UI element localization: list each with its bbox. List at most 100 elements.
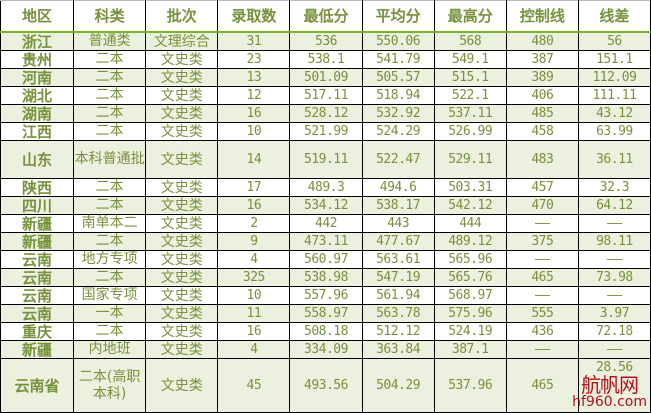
cell-avg: 561.94 [361, 286, 435, 305]
cell-batch: 文史类 [145, 322, 219, 341]
cell-region: 陕西 [0, 178, 75, 197]
cell-category: 地方专项 [73, 250, 147, 269]
table-row: 云南 一本 文史类 11 558.97 563.78 575.96 555 3.97 [0, 304, 651, 323]
table-row: 四川 二本 文史类 16 534.12 538.17 542.12 470 64.12 [0, 196, 651, 215]
cell-category: 二本 [73, 86, 147, 105]
header-avg: 平均分 [361, 0, 435, 33]
cell-category: 二本 [73, 322, 147, 341]
cell-avg: 550.06 [361, 31, 435, 51]
cell-max: 537.11 [433, 104, 507, 123]
cell-min: 558.97 [289, 304, 363, 323]
cell-min: 519.11 [289, 140, 363, 179]
cell-batch: 文史类 [145, 358, 219, 413]
cell-max: 565.76 [433, 268, 507, 287]
cell-category: 二本 [73, 68, 147, 87]
cell-batch: 文史类 [145, 196, 219, 215]
cell-avg: 477.67 [361, 232, 435, 251]
cell-count: 17 [217, 178, 291, 197]
cell-category: 内地班 [73, 340, 147, 359]
cell-max: 526.99 [433, 122, 507, 141]
cell-min: 538.98 [289, 268, 363, 287]
cell-diff: 112.09 [577, 68, 651, 87]
cell-batch: 文史类 [145, 286, 219, 305]
cell-max: 444 [433, 214, 507, 233]
cell-avg: 505.57 [361, 68, 435, 87]
cell-min: 560.97 [289, 250, 363, 269]
cell-category: 二本 [73, 178, 147, 197]
cell-region: 新疆 [0, 232, 75, 251]
cell-max: 549.1 [433, 50, 507, 69]
cell-count: 325 [217, 268, 291, 287]
cell-control: —— [505, 340, 579, 359]
cell-avg: 532.92 [361, 104, 435, 123]
cell-min: 508.18 [289, 322, 363, 341]
cell-max: 387.1 [433, 340, 507, 359]
cell-max: 568.97 [433, 286, 507, 305]
cell-batch: 文理综合 [145, 31, 219, 51]
cell-diff: 111.11 [577, 86, 651, 105]
cell-region: 云南 [0, 268, 75, 287]
cell-control: 485 [505, 104, 579, 123]
cell-avg: 522.47 [361, 140, 435, 179]
cell-count: 14 [217, 140, 291, 179]
header-region: 地区 [0, 0, 75, 33]
cell-diff: 63.99 [577, 122, 651, 141]
cell-batch: 文史类 [145, 50, 219, 69]
cell-avg: 563.78 [361, 304, 435, 323]
cell-region: 河南 [0, 68, 75, 87]
cell-avg: 563.61 [361, 250, 435, 269]
cell-control: 465 [505, 268, 579, 287]
table-row: 新疆 南单本二 文史类 2 442 443 444 —— —— [0, 214, 651, 233]
cell-control: 406 [505, 86, 579, 105]
cell-min: 528.12 [289, 104, 363, 123]
cell-max: 565.96 [433, 250, 507, 269]
table-row: 云南 国家专项 文史类 10 557.96 561.94 568.97 —— —— [0, 286, 651, 305]
cell-count: 12 [217, 86, 291, 105]
header-control: 控制线 [505, 0, 579, 33]
cell-min: 534.12 [289, 196, 363, 215]
cell-min: 536 [289, 31, 363, 51]
cell-category: 普通类 [73, 31, 147, 51]
cell-category: 国家专项 [73, 286, 147, 305]
cell-avg: 518.94 [361, 86, 435, 105]
cell-diff: —— [577, 214, 651, 233]
cell-min: 538.1 [289, 50, 363, 69]
cell-min: 493.56 [289, 358, 363, 413]
table-row: 山东 本科普通批 文史类 14 519.11 522.47 529.11 483 36.11 [0, 140, 651, 179]
cell-max: 542.12 [433, 196, 507, 215]
cell-control: 375 [505, 232, 579, 251]
cell-max: 568 [433, 31, 507, 51]
cell-region: 湖南 [0, 104, 75, 123]
cell-avg: 443 [361, 214, 435, 233]
cell-max: 575.96 [433, 304, 507, 323]
cell-min: 501.09 [289, 68, 363, 87]
table-row: 湖南 二本 文史类 16 528.12 532.92 537.11 485 43.12 [0, 104, 651, 123]
cell-count: 4 [217, 250, 291, 269]
cell-diff: 151.1 [577, 50, 651, 69]
cell-control: —— [505, 250, 579, 269]
cell-diff: 32.3 [577, 178, 651, 197]
cell-avg: 524.29 [361, 122, 435, 141]
cell-batch: 文史类 [145, 268, 219, 287]
cell-control: 389 [505, 68, 579, 87]
cell-region: 云南 [0, 304, 75, 323]
cell-max: 537.96 [433, 358, 507, 413]
cell-diff: 56 [577, 31, 651, 51]
table-row: 云南省 二本(高职本科) 文史类 45 493.56 504.29 537.96 465 28.… [0, 358, 651, 413]
header-diff: 线差 [577, 0, 651, 33]
table-row: 湖北 二本 文史类 12 517.11 518.94 522.1 406 111.11 [0, 86, 651, 105]
cell-control: 555 [505, 304, 579, 323]
cell-batch: 文史类 [145, 178, 219, 197]
table-row: 河南 二本 文史类 13 501.09 505.57 515.1 389 112.09 [0, 68, 651, 87]
table-row: 云南 地方专项 文史类 4 560.97 563.61 565.96 —— —— [0, 250, 651, 269]
cell-diff: 28.56 [577, 358, 651, 413]
cell-category: 二本 [73, 104, 147, 123]
cell-region: 湖北 [0, 86, 75, 105]
header-category: 科类 [73, 0, 147, 33]
cell-batch: 文史类 [145, 122, 219, 141]
cell-min: 442 [289, 214, 363, 233]
cell-category: 南单本二 [73, 214, 147, 233]
cell-batch: 文史类 [145, 232, 219, 251]
cell-batch: 文史类 [145, 104, 219, 123]
cell-control: 483 [505, 140, 579, 179]
